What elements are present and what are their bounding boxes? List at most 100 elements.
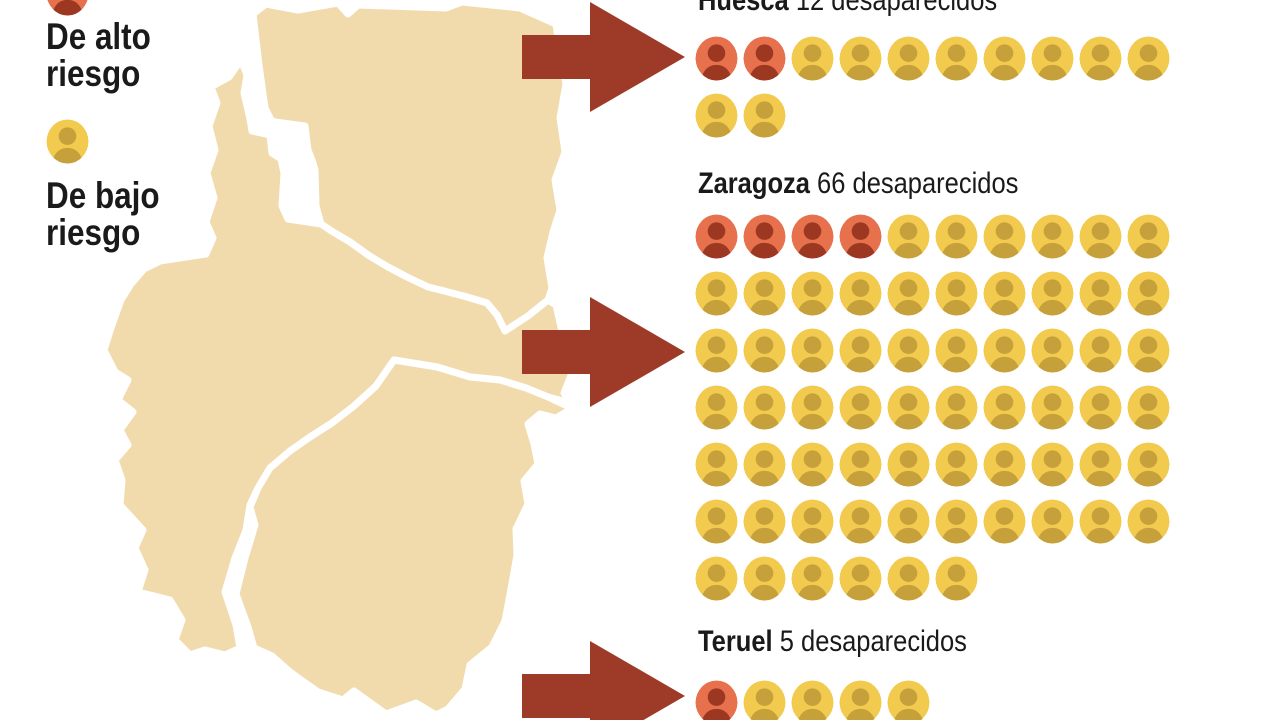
person-icon-low-risk (743, 556, 786, 601)
arrow-to-huesca (522, 2, 685, 112)
arrow-to-zaragoza (522, 297, 685, 407)
person-icon-low-risk (839, 36, 882, 81)
person-icon-low-risk (695, 328, 738, 373)
province-name: Teruel (698, 625, 773, 658)
person-icon-low-risk (743, 385, 786, 430)
person-icon-high-risk (743, 214, 786, 259)
person-icon-low-risk (839, 442, 882, 487)
legend-high-risk-icon (46, 0, 89, 16)
person-icon-low-risk (887, 680, 930, 720)
person-icon-low-risk (887, 499, 930, 544)
person-icon-low-risk (935, 556, 978, 601)
person-icon-low-risk (743, 442, 786, 487)
person-icon-low-risk (839, 556, 882, 601)
person-icon-low-risk (791, 271, 834, 316)
person-icon-low-risk (1127, 385, 1170, 430)
person-icon-low-risk (1031, 36, 1074, 81)
person-icon-high-risk (791, 214, 834, 259)
province-count-suffix: desaparecidos (831, 0, 998, 17)
person-icon-low-risk (935, 328, 978, 373)
person-icon-low-risk (887, 214, 930, 259)
person-icon-low-risk (695, 271, 738, 316)
person-icon-high-risk (695, 36, 738, 81)
province-count-suffix: desaparecidos (852, 167, 1019, 200)
person-icon-low-risk (1079, 36, 1122, 81)
person-icon-low-risk (1079, 271, 1122, 316)
map-province-teruel (232, 356, 577, 719)
person-icon-low-risk (1127, 499, 1170, 544)
arrow-to-teruel (522, 641, 685, 720)
person-icon-low-risk (935, 442, 978, 487)
person-icon-low-risk (1127, 36, 1170, 81)
person-icon-low-risk (695, 442, 738, 487)
province-title-huesca: Huesca 12 desaparecidos (698, 0, 1050, 16)
person-icon-low-risk (1031, 214, 1074, 259)
person-icon-low-risk (1127, 271, 1170, 316)
person-icon-low-risk (887, 328, 930, 373)
person-icon-low-risk (887, 556, 930, 601)
person-icon-low-risk (839, 271, 882, 316)
province-count: 5 (779, 625, 794, 658)
person-icon-low-risk (1079, 442, 1122, 487)
pictogram-grid-teruel (695, 680, 1177, 720)
person-icon-high-risk (743, 36, 786, 81)
person-icon-low-risk (1127, 442, 1170, 487)
person-icon-low-risk (983, 442, 1026, 487)
person-icon-low-risk (1031, 442, 1074, 487)
person-icon-low-risk (887, 442, 930, 487)
person-icon-low-risk (983, 36, 1026, 81)
person-icon-low-risk (791, 385, 834, 430)
person-icon-low-risk (983, 499, 1026, 544)
person-icon-high-risk (695, 214, 738, 259)
person-icon-low-risk (983, 385, 1026, 430)
person-icon-low-risk (935, 499, 978, 544)
person-icon-low-risk (743, 499, 786, 544)
person-icon-low-risk (1079, 328, 1122, 373)
person-icon-low-risk (743, 680, 786, 720)
province-name: Huesca (698, 0, 789, 17)
person-icon-low-risk (791, 36, 834, 81)
person-icon-low-risk (1031, 271, 1074, 316)
person-icon-low-risk (743, 93, 786, 138)
province-title-teruel: Teruel 5 desaparecidos (698, 627, 1014, 657)
pictogram-grid-huesca (695, 36, 1177, 150)
person-icon-low-risk (695, 499, 738, 544)
legend-high-risk-label: De alto riesgo (46, 16, 151, 94)
province-count-suffix: desaparecidos (801, 625, 967, 658)
person-icon-low-risk (1031, 499, 1074, 544)
legend-low-risk-label: De bajo riesgo (46, 175, 160, 253)
pictogram-grid-zaragoza (695, 214, 1177, 613)
person-icon-high-risk (695, 680, 738, 720)
person-icon-low-risk (791, 556, 834, 601)
person-icon-low-risk (935, 385, 978, 430)
person-icon-low-risk (1031, 385, 1074, 430)
person-icon-low-risk (791, 499, 834, 544)
person-icon-low-risk (887, 36, 930, 81)
person-icon-low-risk (1079, 499, 1122, 544)
person-icon-high-risk (839, 214, 882, 259)
person-icon-low-risk (695, 93, 738, 138)
person-icon-low-risk (791, 442, 834, 487)
person-icon-low-risk (983, 214, 1026, 259)
person-icon-low-risk (887, 385, 930, 430)
person-icon-low-risk (1031, 328, 1074, 373)
legend-low-risk-icon (46, 119, 89, 164)
person-icon-low-risk (839, 499, 882, 544)
province-count: 12 (795, 0, 825, 17)
person-icon-low-risk (791, 680, 834, 720)
province-name: Zaragoza (698, 167, 810, 200)
person-icon-low-risk (743, 328, 786, 373)
person-icon-low-risk (695, 385, 738, 430)
province-count: 66 (817, 167, 846, 200)
person-icon-low-risk (1079, 385, 1122, 430)
province-title-zaragoza: Zaragoza 66 desaparecidos (698, 169, 1075, 199)
person-icon-low-risk (695, 556, 738, 601)
person-icon-low-risk (935, 271, 978, 316)
person-icon-low-risk (983, 271, 1026, 316)
person-icon-low-risk (791, 328, 834, 373)
person-icon-low-risk (935, 36, 978, 81)
person-icon-low-risk (839, 328, 882, 373)
person-icon-low-risk (887, 271, 930, 316)
person-icon-low-risk (1127, 328, 1170, 373)
